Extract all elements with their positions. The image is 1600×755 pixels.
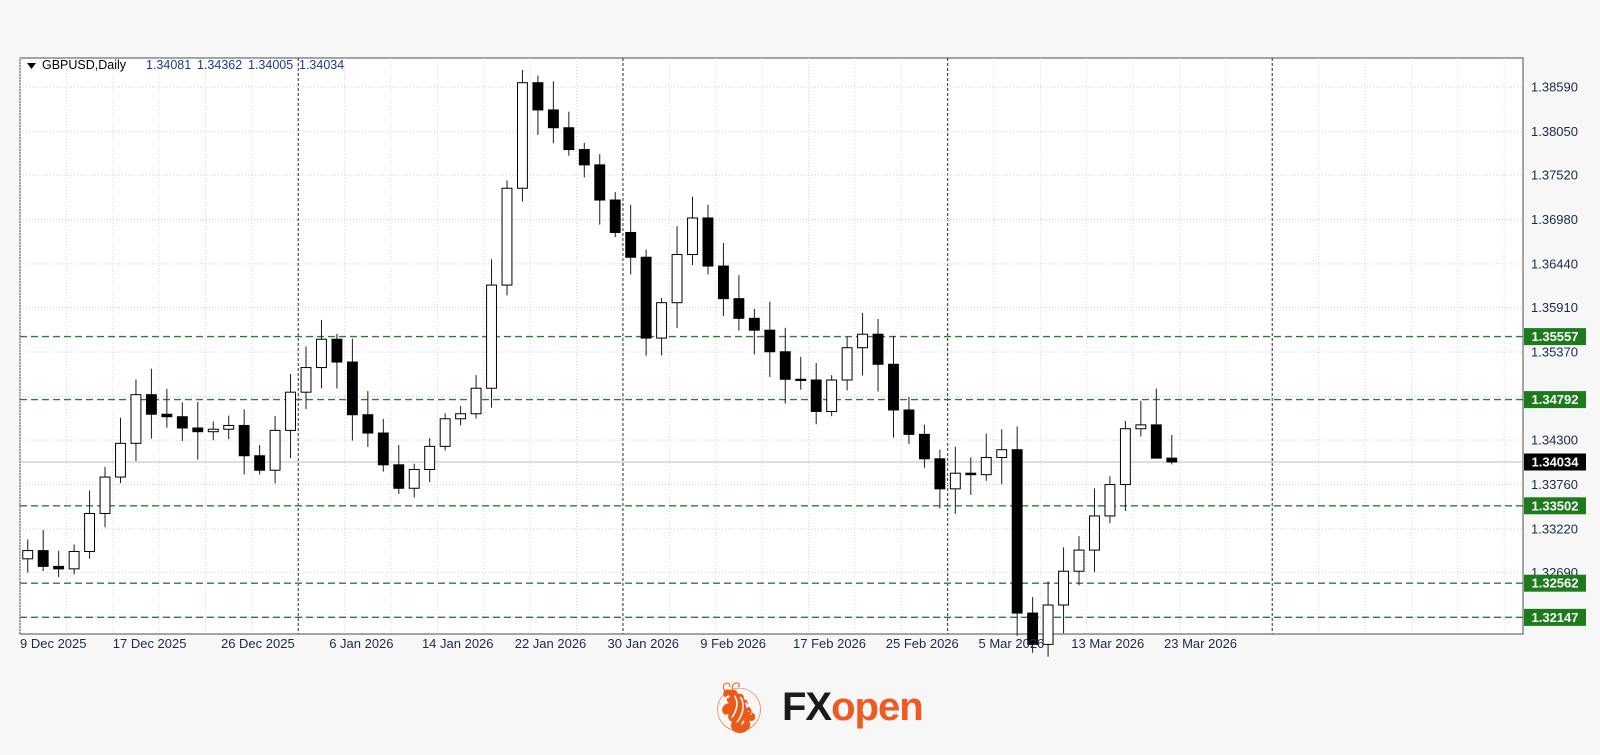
svg-text:1.34034: 1.34034 <box>299 58 344 72</box>
svg-text:1.32147: 1.32147 <box>1532 610 1579 625</box>
svg-text:9 Feb 2026: 9 Feb 2026 <box>700 636 766 651</box>
svg-text:1.38590: 1.38590 <box>1531 79 1578 94</box>
svg-text:1.34300: 1.34300 <box>1531 433 1578 448</box>
svg-text:1.33502: 1.33502 <box>1532 498 1579 513</box>
svg-text:6 Jan 2026: 6 Jan 2026 <box>329 636 393 651</box>
svg-text:9 Dec 2025: 9 Dec 2025 <box>20 636 87 651</box>
svg-text:1.34792: 1.34792 <box>1532 392 1579 407</box>
svg-text:1.35557: 1.35557 <box>1532 329 1579 344</box>
svg-text:1.35370: 1.35370 <box>1531 345 1578 360</box>
svg-text:1.35910: 1.35910 <box>1531 300 1578 315</box>
svg-text:1.33220: 1.33220 <box>1531 522 1578 537</box>
svg-text:1.38050: 1.38050 <box>1531 124 1578 139</box>
svg-text:1.33760: 1.33760 <box>1531 477 1578 492</box>
svg-text:GBPUSD,Daily: GBPUSD,Daily <box>42 58 127 72</box>
svg-text:17 Dec 2025: 17 Dec 2025 <box>113 636 187 651</box>
svg-text:FXopen: FXopen <box>782 685 923 729</box>
svg-text:23 Mar 2026: 23 Mar 2026 <box>1164 636 1237 651</box>
svg-text:17 Feb 2026: 17 Feb 2026 <box>793 636 866 651</box>
svg-text:1.36980: 1.36980 <box>1531 212 1578 227</box>
svg-text:26 Dec 2025: 26 Dec 2025 <box>221 636 295 651</box>
svg-text:1.32562: 1.32562 <box>1532 576 1579 591</box>
svg-text:1.36440: 1.36440 <box>1531 256 1578 271</box>
svg-text:30 Jan 2026: 30 Jan 2026 <box>607 636 679 651</box>
svg-text:5 Mar 2026: 5 Mar 2026 <box>979 636 1045 651</box>
svg-text:1.34362: 1.34362 <box>197 58 242 72</box>
svg-text:1.34034: 1.34034 <box>1532 455 1580 470</box>
svg-text:1.37520: 1.37520 <box>1531 167 1578 182</box>
svg-text:14 Jan 2026: 14 Jan 2026 <box>422 636 494 651</box>
svg-text:13 Mar 2026: 13 Mar 2026 <box>1071 636 1144 651</box>
svg-text:25 Feb 2026: 25 Feb 2026 <box>886 636 959 651</box>
svg-text:1.34005: 1.34005 <box>248 58 293 72</box>
svg-text:22 Jan 2026: 22 Jan 2026 <box>515 636 587 651</box>
svg-text:1.34081: 1.34081 <box>146 58 191 72</box>
